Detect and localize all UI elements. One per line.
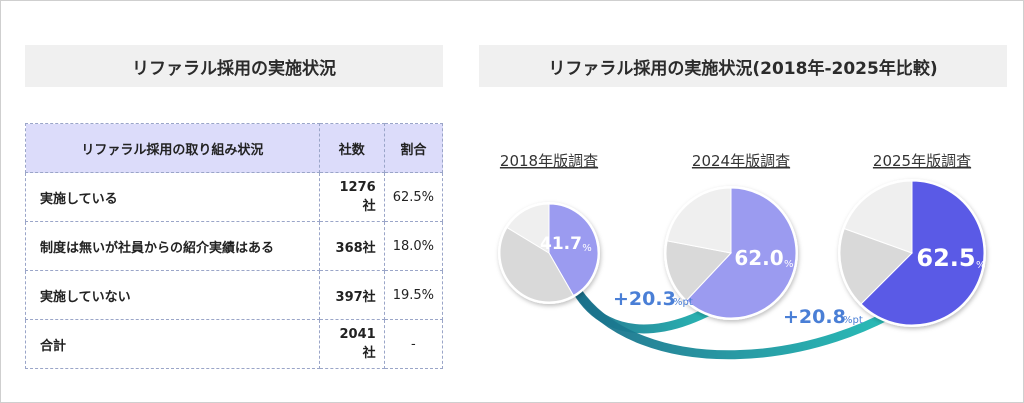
table-row: 実施している 1276社 62.5%: [25, 172, 444, 222]
row-label: 実施している: [25, 172, 320, 222]
pie-2: [664, 186, 798, 320]
row-label: 合計: [25, 319, 320, 369]
survey-year-label: 2018年版調査: [500, 152, 598, 170]
pie-3: [838, 179, 986, 327]
delta-value-label: +20.8: [783, 306, 846, 328]
row-label: 制度は無いが社員からの紹介実績はある: [25, 221, 320, 271]
referral-table: リファラル採用の取り組み状況 社数 割合 実施している 1276社 62.5% …: [25, 123, 444, 369]
pie-1: [498, 202, 600, 304]
pie-slice-other: [506, 203, 550, 254]
table-header-row: リファラル採用の取り組み状況 社数 割合: [25, 123, 444, 173]
row-count: 368社: [318, 221, 385, 271]
pie-comparison-chart: 41.7% 62.0% 62.5% 2018年版調査 2024年版調査 2025年版調査…: [498, 152, 986, 360]
pie-value-label: 62.0: [734, 246, 783, 270]
survey-year-label: 2025年版調査: [873, 152, 971, 170]
row-ratio: 18.0%: [383, 221, 444, 271]
row-count: 397社: [318, 270, 385, 320]
row-label: 実施していない: [25, 270, 320, 320]
pie-slice-other: [839, 227, 913, 305]
header-status: リファラル採用の取り組み状況: [25, 123, 320, 173]
row-ratio: -: [383, 319, 444, 369]
table-row: 合計 2041社 -: [25, 319, 444, 369]
pie-slice-other: [665, 240, 732, 302]
pie-slice-other: [499, 226, 575, 303]
pie-slice-highlight: [685, 187, 797, 319]
pie-percent-sign: %: [784, 259, 794, 270]
row-count: 1276社: [318, 172, 385, 222]
pie-slice-other: [843, 180, 913, 254]
header-count: 社数: [318, 123, 385, 173]
row-count: 2041社: [318, 319, 385, 369]
table-row: 実施していない 397社 19.5%: [25, 270, 444, 320]
table-title: リファラル採用の実施状況: [25, 45, 443, 87]
chart-title: リファラル採用の実施状況(2018年-2025年比較): [479, 45, 1007, 87]
pie-slice-other: [666, 187, 732, 254]
pie-slice-highlight: [860, 180, 985, 326]
pie-percent-sign: %: [582, 243, 592, 254]
delta-unit-label: %pt: [673, 297, 693, 308]
row-ratio: 62.5%: [383, 172, 444, 222]
survey-year-label: 2024年版調査: [692, 152, 790, 170]
pie-percent-sign: %: [976, 260, 986, 271]
header-ratio: 割合: [383, 123, 444, 173]
delta-value-label: +20.3: [613, 288, 676, 310]
row-ratio: 19.5%: [383, 270, 444, 320]
pie-value-label: 41.7: [540, 234, 582, 254]
table-row: 制度は無いが社員からの紹介実績はある 368社 18.0%: [25, 221, 444, 271]
pie-value-label: 62.5: [916, 244, 975, 272]
delta-unit-label: %pt: [843, 315, 863, 326]
pie-slice-highlight: [548, 203, 599, 297]
